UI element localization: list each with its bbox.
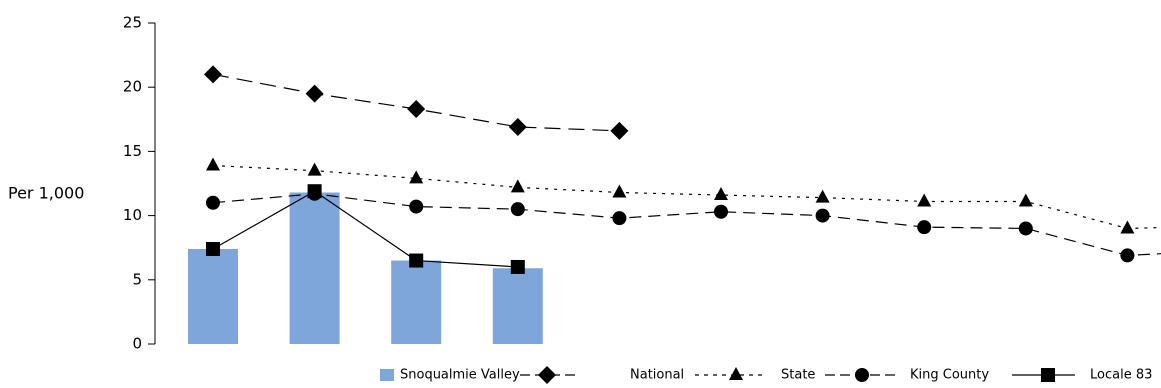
y-axis: 0 5 10 15 20 25 — [123, 14, 156, 353]
y-tick-label: 25 — [123, 14, 142, 32]
y-tick-label: 0 — [132, 335, 142, 353]
legend-item: Snoqualmie Valley — [380, 368, 520, 383]
data-point — [1018, 221, 1033, 236]
data-point — [305, 84, 324, 103]
legend-label: Snoqualmie Valley — [400, 368, 520, 383]
data-point — [714, 187, 728, 201]
y-tick-label: 5 — [132, 270, 142, 288]
legend-marker — [1041, 368, 1055, 382]
data-point — [1018, 193, 1033, 207]
bar — [289, 192, 340, 344]
legend-marker — [538, 366, 556, 384]
y-axis-title: Per 1,000 — [8, 184, 84, 203]
data-point — [409, 253, 424, 268]
series-line — [212, 190, 518, 268]
series-king-county — [206, 186, 1161, 263]
legend-swatch — [380, 369, 394, 381]
bar — [391, 260, 442, 344]
data-point — [815, 189, 830, 203]
data-point — [510, 202, 525, 217]
series-line — [212, 164, 1161, 230]
data-point — [407, 100, 426, 119]
bar — [492, 268, 543, 344]
data-point — [917, 220, 932, 235]
data-point — [307, 184, 322, 199]
data-point — [610, 121, 629, 140]
data-point — [612, 184, 627, 198]
y-tick-label: 15 — [123, 142, 142, 160]
line-series — [204, 65, 1161, 274]
bar-series — [188, 192, 543, 344]
data-point — [204, 65, 222, 84]
data-point — [409, 199, 424, 214]
series-national — [204, 65, 629, 140]
data-point — [508, 118, 527, 137]
legend-label: State — [781, 368, 815, 383]
data-point — [917, 193, 932, 207]
data-point — [1120, 220, 1135, 234]
series-line — [212, 193, 1161, 257]
legend-marker — [855, 368, 869, 382]
series-locale-83 — [206, 184, 525, 274]
data-point — [206, 157, 220, 171]
legend: Snoqualmie Valley National State King Count… — [380, 366, 1152, 384]
legend-marker — [729, 367, 743, 380]
data-point — [307, 162, 322, 176]
legend-item: Locale 83 — [1012, 368, 1152, 383]
data-point — [815, 208, 830, 223]
data-point — [612, 211, 627, 226]
data-point — [206, 195, 220, 210]
data-point — [1120, 248, 1135, 263]
legend-item: State — [695, 367, 815, 383]
data-point — [409, 170, 424, 184]
legend-item: National — [520, 366, 684, 384]
legend-item: King County — [825, 368, 989, 383]
data-point — [206, 241, 220, 256]
data-point — [510, 259, 525, 274]
legend-label: National — [630, 368, 684, 383]
y-tick-label: 20 — [123, 78, 142, 96]
legend-label: King County — [910, 368, 989, 383]
legend-label: Locale 83 — [1090, 368, 1152, 383]
data-point — [714, 204, 728, 219]
bar — [188, 248, 238, 344]
y-tick-label: 10 — [123, 206, 142, 224]
data-point — [510, 179, 525, 193]
series-state — [206, 157, 1161, 234]
